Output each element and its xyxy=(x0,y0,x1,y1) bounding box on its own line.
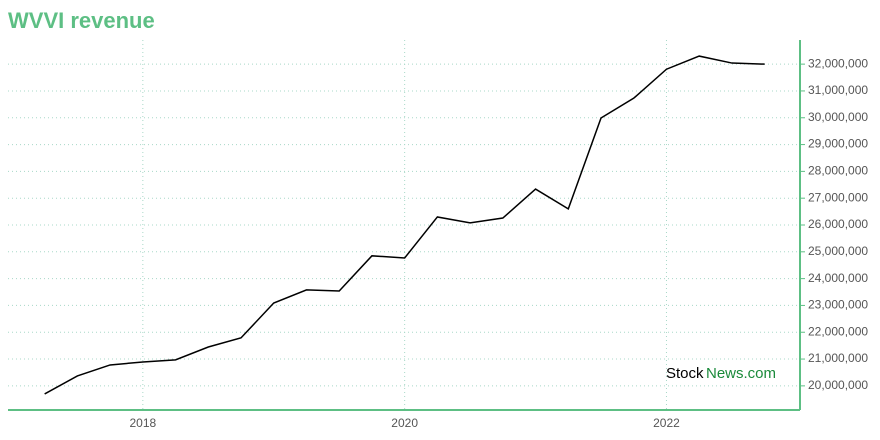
x-tick-label: 2018 xyxy=(129,416,156,430)
y-tick-label: 26,000,000 xyxy=(808,217,868,231)
x-tick-label: 2020 xyxy=(391,416,418,430)
y-tick-label: 25,000,000 xyxy=(808,244,868,258)
line xyxy=(44,55,765,395)
y-tick-label: 31,000,000 xyxy=(808,83,868,97)
watermark-stock: Stock xyxy=(666,365,704,382)
y-tick-label: 32,000,000 xyxy=(808,56,868,70)
y-tick-label: 27,000,000 xyxy=(808,190,868,204)
y-tick-label: 23,000,000 xyxy=(808,298,868,312)
x-tick-label: 2022 xyxy=(653,416,680,430)
y-tick-label: 28,000,000 xyxy=(808,164,868,178)
y-tick-label: 30,000,000 xyxy=(808,110,868,124)
y-tick-label: 24,000,000 xyxy=(808,271,868,285)
y-tick-label: 21,000,000 xyxy=(808,351,868,365)
watermark-news: News.com xyxy=(706,365,776,382)
y-tick-label: 22,000,000 xyxy=(808,324,868,338)
chart-title: WVVI revenue xyxy=(8,8,155,33)
y-tick-label: 20,000,000 xyxy=(808,378,868,392)
y-tick-label: 29,000,000 xyxy=(808,137,868,151)
